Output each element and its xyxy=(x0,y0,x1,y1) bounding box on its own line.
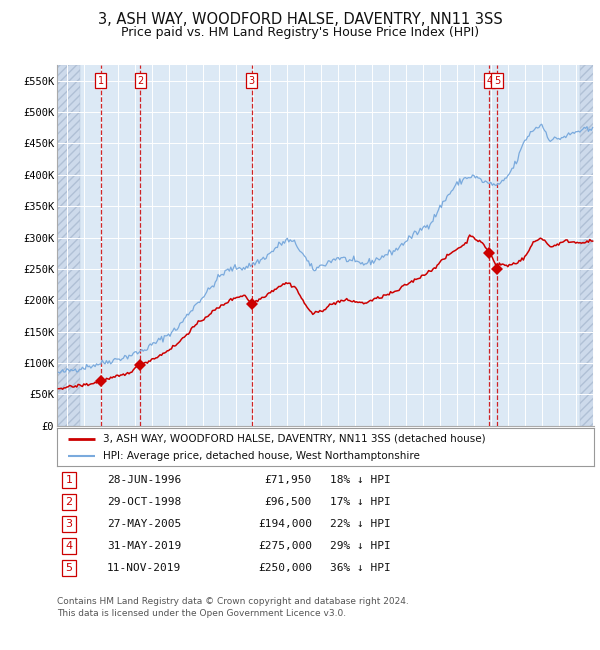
Text: 2: 2 xyxy=(65,497,73,507)
Text: 29% ↓ HPI: 29% ↓ HPI xyxy=(330,541,391,551)
Text: 1: 1 xyxy=(65,474,73,485)
Text: 3: 3 xyxy=(65,519,73,529)
Text: HPI: Average price, detached house, West Northamptonshire: HPI: Average price, detached house, West… xyxy=(103,451,419,461)
Text: £275,000: £275,000 xyxy=(258,541,312,551)
Text: 29-OCT-1998: 29-OCT-1998 xyxy=(107,497,181,507)
Text: 2: 2 xyxy=(137,75,143,86)
Text: Price paid vs. HM Land Registry's House Price Index (HPI): Price paid vs. HM Land Registry's House … xyxy=(121,26,479,39)
Bar xyxy=(580,65,594,426)
Text: 22% ↓ HPI: 22% ↓ HPI xyxy=(330,519,391,529)
Text: 3: 3 xyxy=(249,75,255,86)
Text: 28-JUN-1996: 28-JUN-1996 xyxy=(107,474,181,485)
Text: 17% ↓ HPI: 17% ↓ HPI xyxy=(330,497,391,507)
Bar xyxy=(580,65,594,426)
Text: 5: 5 xyxy=(494,75,500,86)
Text: £250,000: £250,000 xyxy=(258,563,312,573)
Text: 3, ASH WAY, WOODFORD HALSE, DAVENTRY, NN11 3SS: 3, ASH WAY, WOODFORD HALSE, DAVENTRY, NN… xyxy=(98,12,502,27)
Text: Contains HM Land Registry data © Crown copyright and database right 2024.
This d: Contains HM Land Registry data © Crown c… xyxy=(57,597,409,618)
Bar xyxy=(57,65,80,426)
Text: 11-NOV-2019: 11-NOV-2019 xyxy=(107,563,181,573)
Text: 3, ASH WAY, WOODFORD HALSE, DAVENTRY, NN11 3SS (detached house): 3, ASH WAY, WOODFORD HALSE, DAVENTRY, NN… xyxy=(103,434,485,443)
Text: 31-MAY-2019: 31-MAY-2019 xyxy=(107,541,181,551)
Text: 4: 4 xyxy=(65,541,73,551)
Text: £71,950: £71,950 xyxy=(265,474,312,485)
Text: 1: 1 xyxy=(98,75,104,86)
Text: 5: 5 xyxy=(65,563,73,573)
Text: 18% ↓ HPI: 18% ↓ HPI xyxy=(330,474,391,485)
Text: 36% ↓ HPI: 36% ↓ HPI xyxy=(330,563,391,573)
Text: £96,500: £96,500 xyxy=(265,497,312,507)
Text: 4: 4 xyxy=(487,75,493,86)
Text: £194,000: £194,000 xyxy=(258,519,312,529)
Bar xyxy=(57,65,80,426)
Text: 27-MAY-2005: 27-MAY-2005 xyxy=(107,519,181,529)
